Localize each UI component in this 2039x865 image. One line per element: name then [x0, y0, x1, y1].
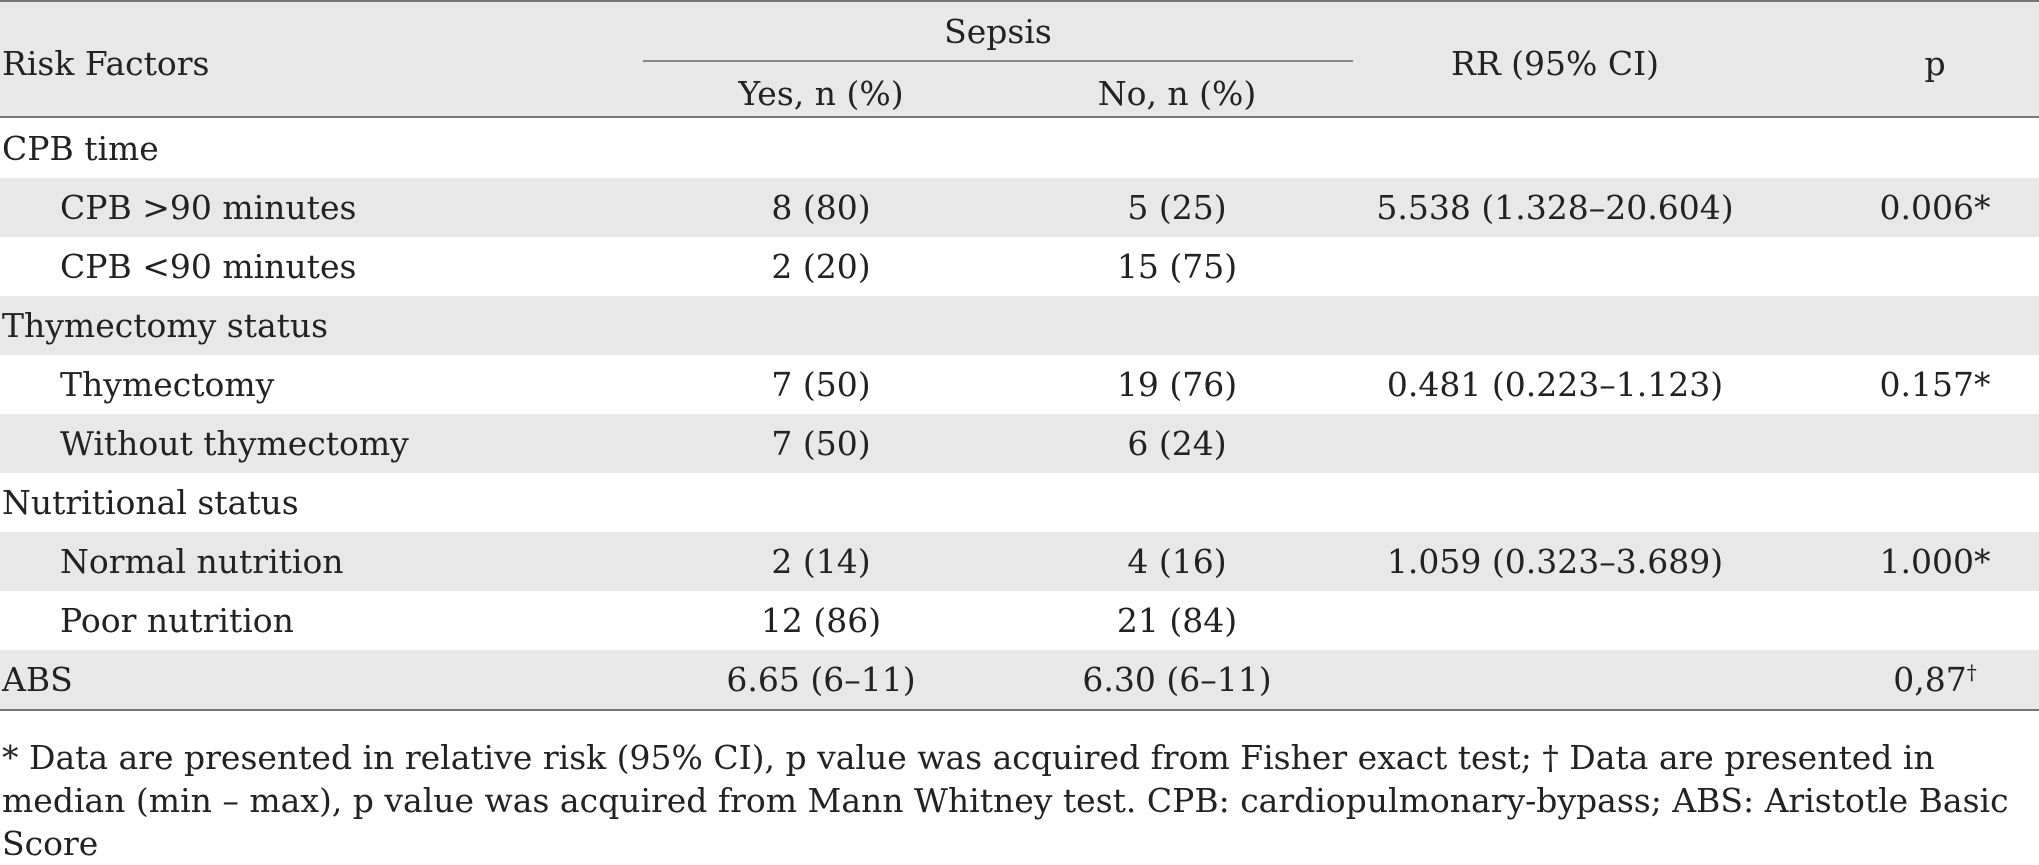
header-yes: Yes, n (%): [738, 74, 904, 113]
cell-yes: 7 (50): [771, 365, 871, 404]
row-label: Thymectomy status: [2, 306, 329, 345]
row-label: Thymectomy: [60, 365, 275, 404]
row-label: CPB time: [2, 129, 159, 168]
cell-p: 0.157*: [1879, 365, 1991, 404]
row-label: Without thymectomy: [60, 424, 409, 463]
table-row: Thymectomy 7 (50) 19 (76) 0.481 (0.223–1…: [0, 355, 2039, 414]
cell-yes: 6.65 (6–11): [726, 660, 916, 699]
header-sepsis: Sepsis: [944, 12, 1052, 51]
header-risk-factors: Risk Factors: [2, 44, 210, 83]
row-label: Normal nutrition: [60, 542, 344, 581]
cell-rr: 1.059 (0.323–3.689): [1386, 542, 1724, 581]
table-row: Nutritional status: [0, 473, 2039, 532]
cell-yes: 8 (80): [771, 188, 871, 227]
cell-yes: 7 (50): [771, 424, 871, 463]
cell-yes: 2 (14): [771, 542, 871, 581]
cell-no: 6.30 (6–11): [1082, 660, 1272, 699]
cell-no: 21 (84): [1116, 601, 1238, 640]
table-header: Risk Factors Sepsis Yes, n (%) No, n (%)…: [0, 0, 2039, 118]
cell-p: 0,87†: [1845, 650, 2025, 709]
cell-rr: 5.538 (1.328–20.604): [1376, 188, 1734, 227]
sepsis-divider: [643, 60, 1353, 62]
cell-p: 0.006*: [1879, 188, 1991, 227]
table-row: Without thymectomy 7 (50) 6 (24): [0, 414, 2039, 473]
cell-no: 19 (76): [1116, 365, 1238, 404]
row-label: CPB <90 minutes: [60, 247, 357, 286]
row-label: Nutritional status: [2, 483, 299, 522]
table-row: Poor nutrition 12 (86) 21 (84): [0, 591, 2039, 650]
cell-no: 15 (75): [1116, 247, 1238, 286]
cell-no: 4 (16): [1127, 542, 1227, 581]
header-p: p: [1924, 44, 1946, 83]
cell-yes: 2 (20): [771, 247, 871, 286]
cell-rr: 0.481 (0.223–1.123): [1386, 365, 1724, 404]
row-label: CPB >90 minutes: [60, 188, 357, 227]
table-row: CPB <90 minutes 2 (20) 15 (75): [0, 237, 2039, 296]
cell-p: 1.000*: [1879, 542, 1991, 581]
p-value: 0,87: [1893, 660, 1967, 699]
table-row: CPB time: [0, 119, 2039, 178]
cell-no: 6 (24): [1127, 424, 1227, 463]
header-no: No, n (%): [1097, 74, 1257, 113]
table-footnote: * Data are presented in relative risk (9…: [2, 738, 2009, 863]
header-rr: RR (95% CI): [1450, 44, 1660, 83]
table-row: Thymectomy status: [0, 296, 2039, 355]
cell-no: 5 (25): [1127, 188, 1227, 227]
row-label: ABS: [2, 660, 73, 699]
cell-yes: 12 (86): [760, 601, 882, 640]
table-row: ABS 6.65 (6–11) 6.30 (6–11) 0,87†: [0, 650, 2039, 711]
table-row: Normal nutrition 2 (14) 4 (16) 1.059 (0.…: [0, 532, 2039, 591]
table-row: CPB >90 minutes 8 (80) 5 (25) 5.538 (1.3…: [0, 178, 2039, 237]
row-label: Poor nutrition: [60, 601, 294, 640]
dagger-mark: †: [1966, 660, 1977, 684]
